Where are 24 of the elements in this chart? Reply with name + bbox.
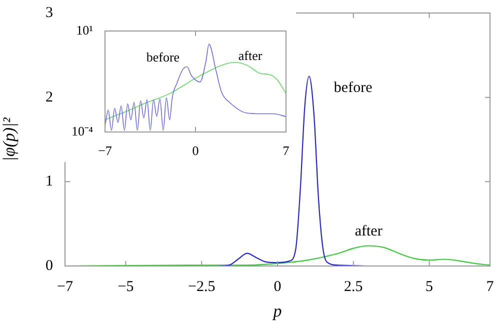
series-label: after: [354, 224, 382, 240]
x-tick-label: 2.5: [344, 278, 363, 295]
x-tick-label: −5: [118, 278, 134, 295]
series-label: after: [238, 48, 263, 63]
x-tick-label: 0: [192, 143, 199, 158]
y-tick-label: 2: [46, 89, 53, 106]
line-series: [105, 44, 286, 131]
line-series: [105, 62, 286, 120]
x-tick-label: −7: [98, 143, 112, 158]
series-label: before: [334, 80, 373, 96]
x-tick-label: −2.5: [188, 278, 216, 295]
series-label: before: [146, 50, 180, 65]
x-tick-label: 7: [486, 278, 494, 295]
x-tick-label: 7: [282, 143, 290, 158]
y-tick-label: 0: [46, 258, 53, 274]
y-tick-label: 1: [46, 174, 53, 190]
x-axis-title: p: [272, 301, 282, 320]
x-tick-label: −7: [57, 278, 74, 295]
y-tick-label: 3: [46, 4, 53, 21]
x-tick-label: 0: [274, 278, 282, 295]
y-tick-label: 10¹: [76, 22, 94, 38]
x-tick-label: 5: [426, 278, 434, 295]
y-tick-label: 10⁻⁴: [71, 123, 94, 138]
y-axis-title: |φ(p)|²: [0, 116, 19, 162]
